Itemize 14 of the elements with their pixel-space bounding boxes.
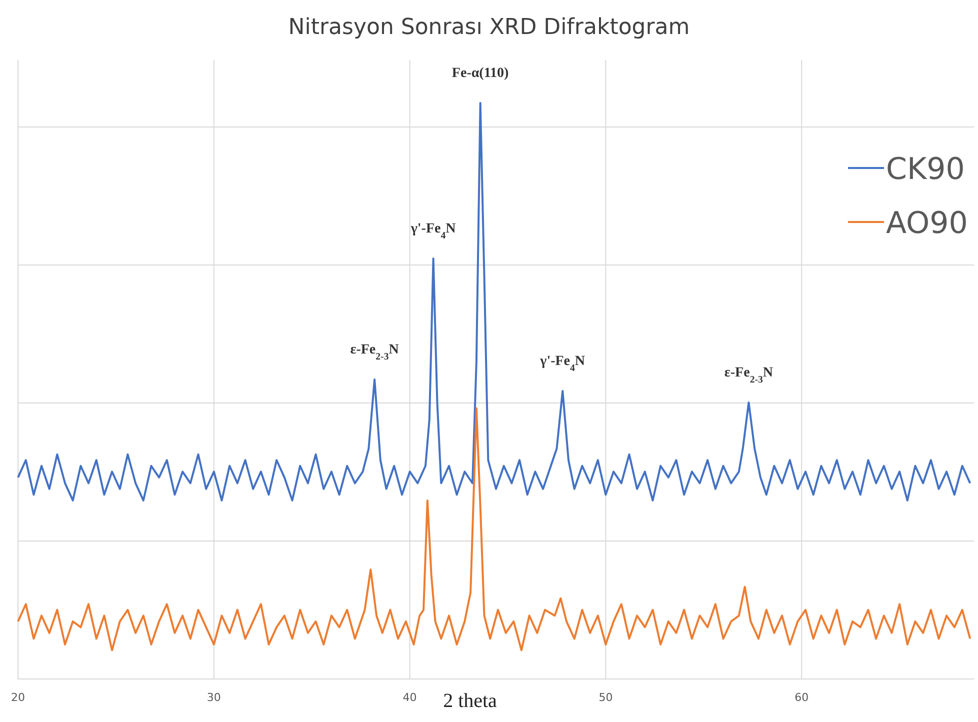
x-axis-title: 2 theta xyxy=(443,690,498,712)
annotation: ε-Fe$_{2-3}$N xyxy=(724,366,774,386)
x-tick-label: 20 xyxy=(11,690,25,704)
annotation: γ'-Fe$_{4}$N xyxy=(410,222,456,242)
chart-title: Nitrasyon Sonrası XRD Difraktogram xyxy=(288,15,690,40)
x-tick-label: 40 xyxy=(402,690,417,704)
legend-label: CK90 xyxy=(886,152,965,187)
x-tick-label: 60 xyxy=(794,690,809,704)
annotation: ε-Fe$_{2-3}$N xyxy=(350,342,399,362)
legend-label: AO90 xyxy=(886,206,968,241)
annotation: γ'-Fe$_{4}$N xyxy=(539,354,586,374)
x-tick-label: 30 xyxy=(206,690,221,704)
x-tick-label: 50 xyxy=(598,690,613,704)
annotation: Fe-α(110) xyxy=(452,66,510,81)
